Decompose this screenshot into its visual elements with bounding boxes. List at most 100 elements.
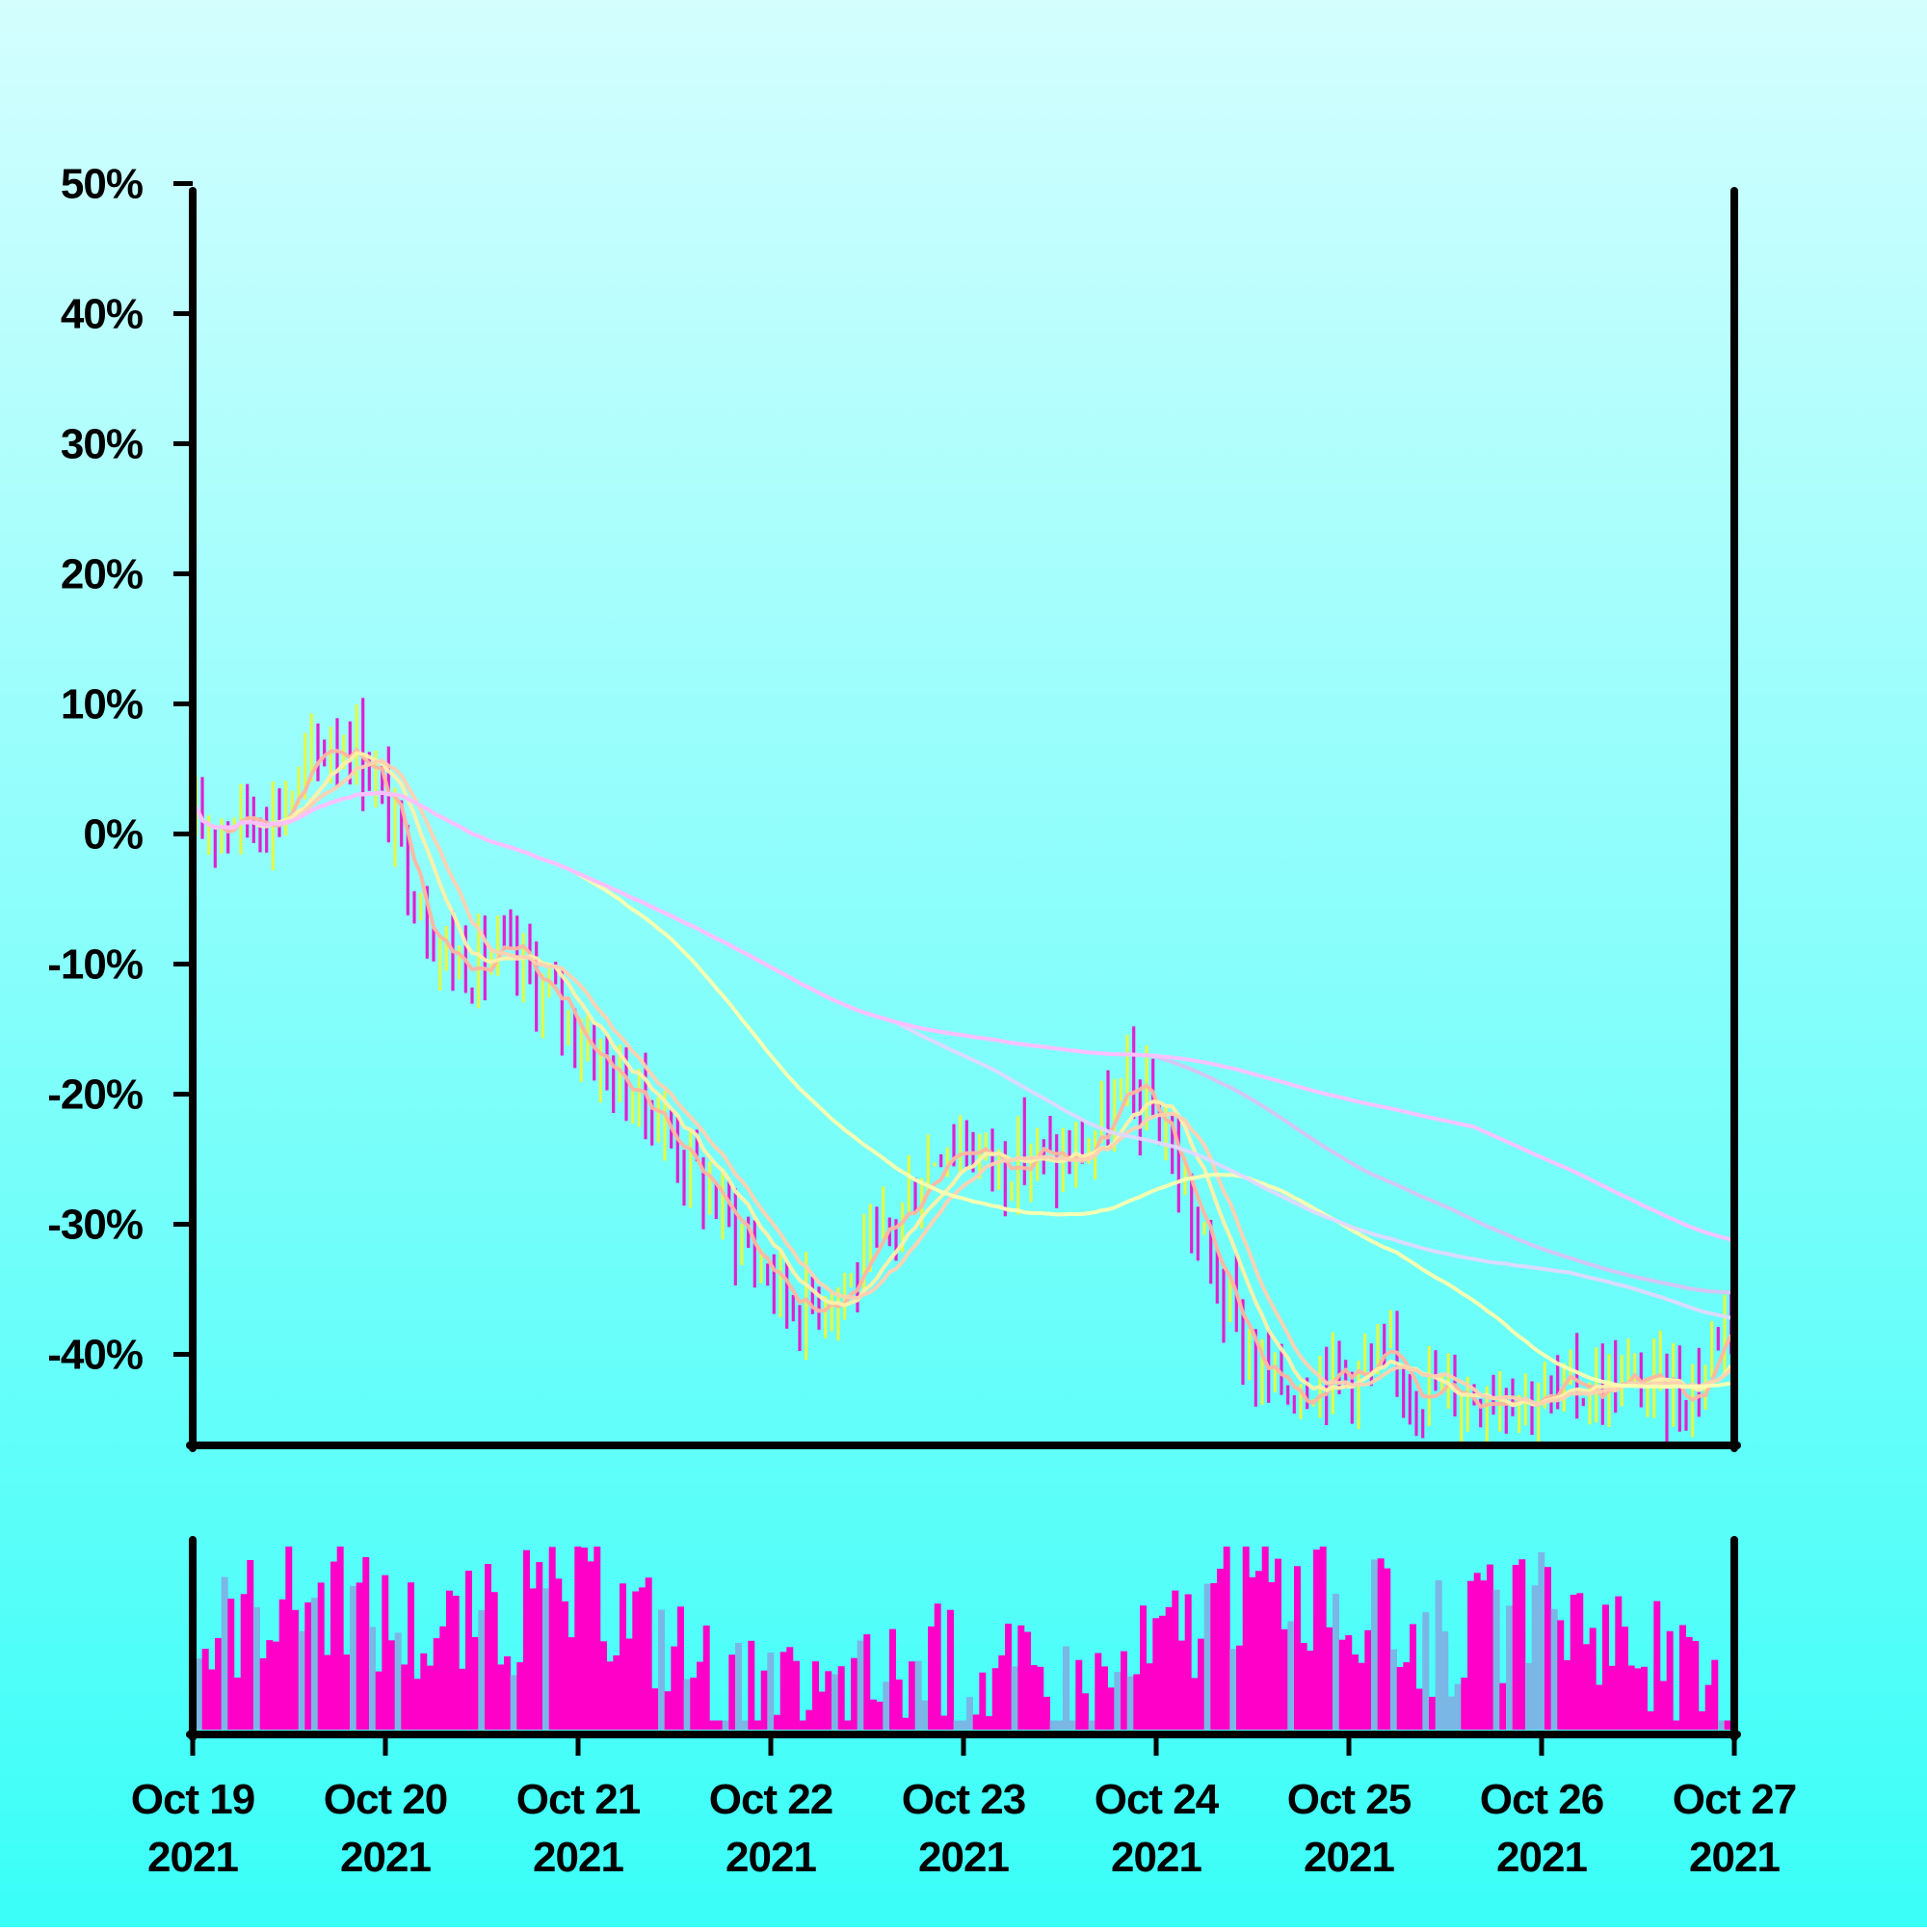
volume-bar	[735, 1643, 742, 1730]
volume-bar	[1307, 1651, 1314, 1730]
volume-bar	[1107, 1687, 1115, 1730]
volume-bar	[420, 1653, 428, 1730]
volume-bar	[304, 1601, 312, 1730]
volume-bar	[1056, 1720, 1064, 1730]
volume-bar	[1576, 1593, 1584, 1730]
volume-bar	[581, 1548, 588, 1730]
volume-bar	[953, 1720, 961, 1730]
volume-bar	[1666, 1630, 1674, 1730]
volume-bar	[1242, 1547, 1250, 1730]
volume-bar	[748, 1640, 755, 1730]
volume-bar	[1711, 1659, 1719, 1730]
y-tick-label: -40%	[47, 1332, 143, 1379]
volume-bar	[645, 1577, 652, 1730]
volume-bar	[234, 1678, 241, 1730]
volume-bar	[548, 1547, 556, 1730]
moving-average-line-1	[194, 748, 1733, 1409]
volume-bar	[1364, 1629, 1372, 1730]
volume-bar	[330, 1561, 337, 1730]
volume-bar	[362, 1557, 370, 1730]
volume-bar	[947, 1609, 954, 1730]
volume-bar	[991, 1668, 999, 1730]
volume-bar	[529, 1588, 537, 1730]
volume-bar	[324, 1654, 331, 1730]
volume-bar	[1319, 1547, 1327, 1730]
volume-bar	[285, 1547, 293, 1730]
x-tick-label-year: 2021	[1689, 1834, 1780, 1881]
volume-bar	[555, 1578, 563, 1730]
y-tick-label: 40%	[61, 291, 143, 338]
y-tick-label: 0%	[83, 811, 143, 859]
volume-bar	[1627, 1665, 1635, 1730]
volume-bar	[1191, 1678, 1199, 1730]
volume-bar	[201, 1649, 209, 1730]
volume-bar	[427, 1665, 434, 1730]
y-tick-label: -10%	[47, 941, 143, 989]
volume-bar	[1422, 1612, 1430, 1730]
x-tick-label-year: 2021	[1111, 1834, 1201, 1881]
volume-bar	[1615, 1596, 1623, 1730]
volume-bar	[369, 1627, 376, 1730]
volume-bar	[1570, 1595, 1577, 1730]
volume-bar	[632, 1591, 640, 1730]
volume-bar	[1178, 1640, 1185, 1730]
x-tick-label-date: Oct 20	[324, 1776, 448, 1823]
volume-bar	[240, 1594, 248, 1730]
volume-bar	[921, 1700, 929, 1730]
volume-bar	[639, 1587, 646, 1730]
volume-bar	[760, 1670, 768, 1730]
volume-bar	[1121, 1651, 1127, 1730]
volume-bar	[1236, 1645, 1243, 1730]
volume-bar	[568, 1637, 575, 1730]
x-tick-label-year: 2021	[533, 1834, 623, 1881]
volume-bar	[1210, 1583, 1218, 1730]
volume-bar	[196, 1658, 202, 1730]
volume-bar	[446, 1590, 453, 1730]
y-tick-label: 10%	[61, 681, 143, 728]
volume-bar	[863, 1634, 871, 1730]
volume-bar	[606, 1661, 614, 1730]
volume-bar	[1172, 1590, 1179, 1730]
volume-bar	[998, 1654, 1006, 1730]
volume-bar	[1229, 1649, 1237, 1730]
volume-bar	[1075, 1659, 1083, 1730]
volume-bar	[914, 1660, 922, 1730]
volume-bar	[1679, 1625, 1686, 1730]
volume-bar	[1371, 1559, 1378, 1730]
volume-bar	[1454, 1683, 1462, 1730]
volume-bar	[1499, 1682, 1507, 1730]
volume-bar	[1718, 1720, 1725, 1730]
volume-bar	[1473, 1573, 1481, 1730]
volume-bar	[779, 1652, 787, 1730]
volume-bar	[786, 1647, 794, 1730]
volume-bar	[1589, 1628, 1597, 1730]
volume-bar	[1390, 1649, 1397, 1730]
volume-bar	[408, 1582, 414, 1730]
volume-bar	[1126, 1676, 1134, 1730]
volume-bar	[1699, 1711, 1705, 1730]
x-axis: Oct 19 2021 Oct 20 2021 Oct 21 2021 Oct 22 2021…	[131, 1734, 1797, 1881]
volume-bar	[1673, 1720, 1680, 1730]
volume-bar	[574, 1547, 582, 1730]
volume-bar	[356, 1582, 363, 1730]
volume-bar	[1608, 1665, 1616, 1730]
y-tick-label: 20%	[61, 551, 143, 598]
volume-bar	[1352, 1654, 1359, 1730]
volume-bar	[516, 1662, 524, 1730]
volume-bar	[497, 1664, 505, 1730]
volume-bar	[1184, 1594, 1192, 1730]
volume-bar	[651, 1688, 659, 1730]
volume-bar	[1333, 1594, 1339, 1730]
volume-bar	[433, 1638, 440, 1730]
volume-bar	[1724, 1720, 1731, 1730]
volume-bar	[298, 1630, 305, 1730]
volume-bar	[909, 1661, 915, 1730]
volume-bar	[934, 1603, 941, 1730]
volume-bar	[1583, 1644, 1590, 1730]
volume-bar	[1017, 1625, 1025, 1730]
y-axis: 50% 40% 30% 20% 10% 0% -10% -20% -30% -40%	[47, 161, 193, 1379]
volume-bar	[523, 1549, 530, 1730]
volume-bar	[844, 1720, 852, 1730]
volume-bar	[1037, 1666, 1044, 1730]
